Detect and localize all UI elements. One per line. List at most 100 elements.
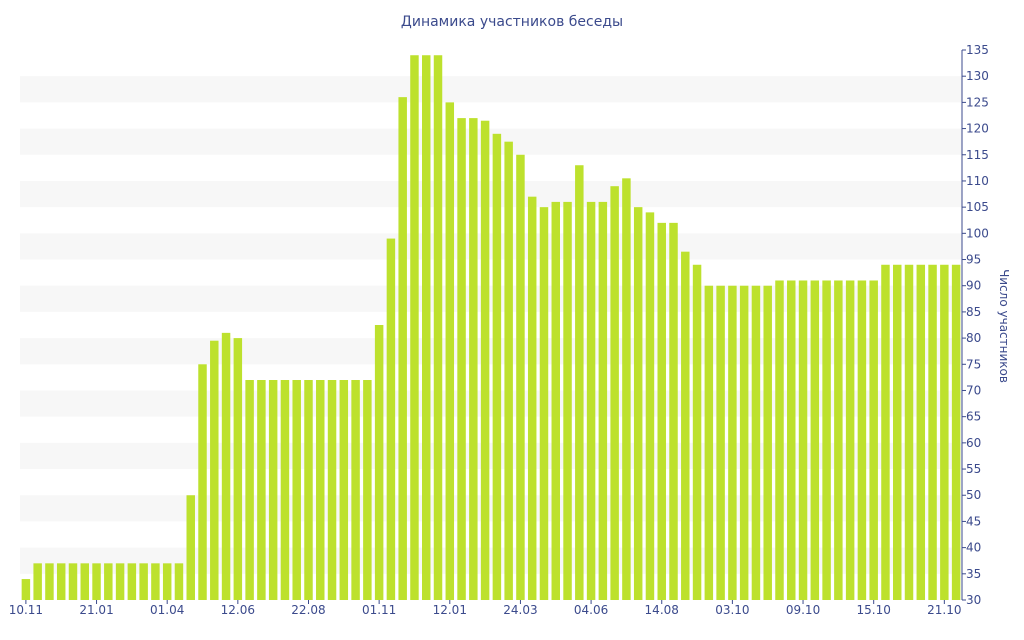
bar[interactable] [162,563,172,600]
bar[interactable] [704,285,714,600]
grid-band [20,338,962,365]
bar[interactable] [92,563,101,600]
bar[interactable] [410,55,419,601]
bar[interactable] [292,380,301,600]
bar[interactable] [798,280,808,600]
grid-band [20,233,962,260]
bar[interactable] [492,133,502,600]
bar[interactable] [539,207,549,600]
bar[interactable] [787,280,796,600]
bar[interactable] [681,251,690,601]
bar[interactable] [104,563,113,600]
bar[interactable] [810,280,820,600]
bar[interactable] [351,380,360,600]
bar[interactable] [21,579,31,600]
bar[interactable] [527,196,537,601]
bar[interactable] [374,325,384,600]
bar[interactable] [669,222,678,601]
bar[interactable] [139,563,148,600]
y-tick-label: 35 [966,567,981,581]
bar[interactable] [115,563,125,600]
bar[interactable] [869,280,878,600]
grid-band [20,495,962,522]
bar[interactable] [480,120,490,601]
bar[interactable] [904,264,914,600]
bar[interactable] [280,380,290,600]
bar[interactable] [433,55,443,601]
y-tick-label: 60 [966,436,981,450]
bar[interactable] [363,380,372,600]
bar[interactable] [80,563,89,600]
grid-band [20,547,962,574]
bar[interactable] [504,141,513,601]
y-tick-label: 65 [966,410,981,424]
y-tick-label: 95 [966,253,981,267]
bar[interactable] [857,280,867,600]
chart-title: Динамика участников беседы [400,14,624,30]
bar[interactable] [610,186,619,600]
bar[interactable] [422,55,431,601]
bar[interactable] [445,102,455,600]
bar[interactable] [198,364,207,600]
bar[interactable] [845,280,855,600]
bar[interactable] [763,285,772,600]
bar[interactable] [33,563,42,600]
bar[interactable] [45,563,54,600]
bar[interactable] [622,178,631,600]
bar[interactable] [174,563,184,600]
bar[interactable] [233,338,243,600]
bar[interactable] [210,340,219,600]
grid-band [20,180,962,208]
bar[interactable] [316,380,325,600]
y-tick-label: 125 [966,95,989,109]
bar[interactable] [68,563,78,600]
bar[interactable] [951,264,961,600]
bar[interactable] [56,563,66,600]
bar[interactable] [916,264,926,600]
bar[interactable] [751,285,761,600]
bar[interactable] [775,280,784,600]
bar[interactable] [586,201,596,600]
bar[interactable] [598,201,608,600]
bar[interactable] [633,207,643,600]
bar[interactable] [940,264,949,600]
bar[interactable] [257,380,266,600]
x-tick-label: 04.06 [574,603,608,617]
bar[interactable] [398,97,407,600]
bar[interactable] [327,380,337,600]
x-tick-label: 03.10 [715,603,749,617]
bar[interactable] [245,380,254,600]
bar[interactable] [881,264,890,600]
y-tick-label: 120 [966,122,989,136]
bar[interactable] [692,264,702,600]
grid-band [20,76,962,103]
bar[interactable] [551,201,560,600]
bar[interactable] [657,222,666,601]
bar[interactable] [304,380,313,600]
bar[interactable] [469,118,478,600]
bar[interactable] [221,332,231,600]
bar[interactable] [563,201,572,600]
bar[interactable] [186,495,195,600]
bar[interactable] [268,380,278,600]
bar[interactable] [728,285,737,600]
bar[interactable] [822,280,831,600]
y-tick-label: 90 [966,279,981,293]
bar[interactable] [893,264,902,600]
y-tick-label: 105 [966,200,989,214]
bar[interactable] [516,154,525,600]
bar[interactable] [928,264,937,600]
bar[interactable] [739,285,749,600]
bar[interactable] [834,280,843,600]
bar[interactable] [386,238,396,600]
bar[interactable] [151,563,160,600]
bar[interactable] [716,285,725,600]
x-tick-label: 24.03 [503,603,537,617]
x-tick-label: 12.06 [221,603,255,617]
bar[interactable] [127,563,137,600]
bar[interactable] [457,118,466,600]
bar[interactable] [645,212,655,600]
bar[interactable] [339,380,349,600]
bar[interactable] [575,165,584,601]
